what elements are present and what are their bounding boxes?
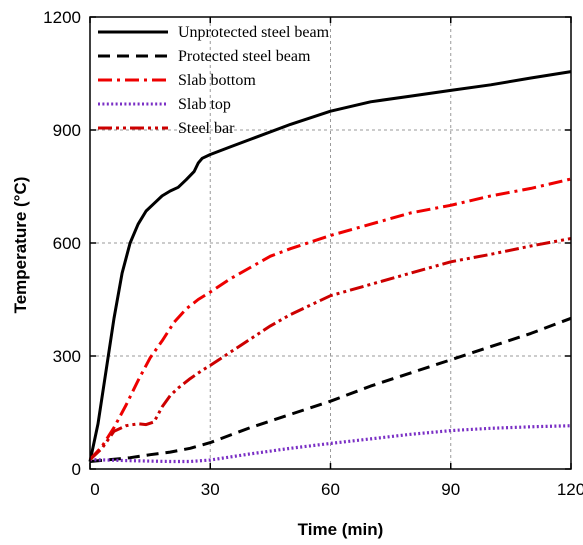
legend-label-3: Slab top	[178, 96, 231, 113]
y-tick-label: 0	[72, 460, 81, 479]
x-axis-title: Time (min)	[298, 520, 384, 539]
y-axis-title: Temperature (°C)	[11, 177, 30, 314]
legend-label-1: Protected steel beam	[178, 48, 311, 65]
y-tick-label: 900	[53, 121, 81, 140]
y-tick-label: 600	[53, 234, 81, 253]
x-tick-label: 60	[321, 480, 340, 499]
x-tick-label: 90	[441, 480, 460, 499]
x-tick-label: 0	[90, 480, 99, 499]
grid	[90, 17, 571, 469]
series-lines	[88, 70, 572, 464]
x-tick-label: 120	[557, 480, 583, 499]
y-tick-label: 1200	[43, 8, 81, 27]
y-tick-label: 300	[53, 347, 81, 366]
series-line-4	[88, 237, 572, 461]
legend: Unprotected steel beam Protected steel be…	[98, 24, 330, 137]
series-line-0	[88, 70, 572, 462]
series-line-2	[88, 177, 572, 461]
legend-label-4: Steel bar	[178, 120, 235, 137]
legend-label-2: Slab bottom	[178, 72, 256, 89]
legend-label-0: Unprotected steel beam	[178, 24, 330, 41]
series-line-3	[89, 424, 572, 464]
x-tick-label: 30	[201, 480, 220, 499]
